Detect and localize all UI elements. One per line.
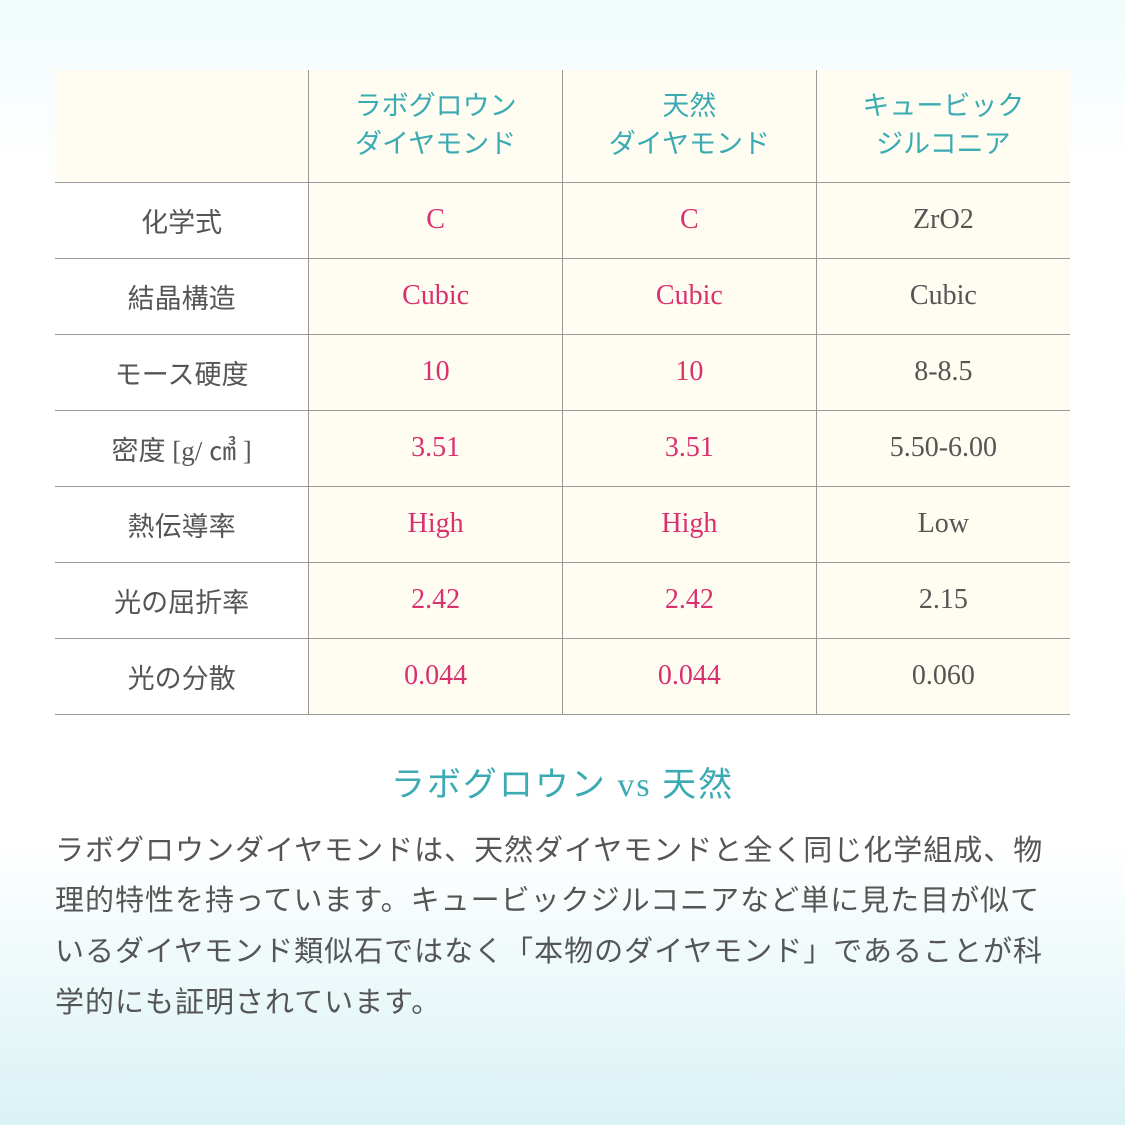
table-row: 光の分散 0.044 0.044 0.060 — [55, 638, 1070, 714]
cell-lab: High — [309, 486, 563, 562]
table-body: 化学式 C C ZrO2 結晶構造 Cubic Cubic Cubic モース硬… — [55, 182, 1070, 714]
cell-lab: Cubic — [309, 258, 563, 334]
cell-natural: 0.044 — [563, 638, 817, 714]
cell-natural: 3.51 — [563, 410, 817, 486]
comparison-table: ラボグロウンダイヤモンド 天然ダイヤモンド キュービックジルコニア 化学式 C … — [55, 70, 1070, 715]
cell-cz: 2.15 — [816, 562, 1070, 638]
row-label: 密度 [g/ ㎤ ] — [55, 410, 309, 486]
header-blank — [55, 70, 309, 182]
cell-natural: Cubic — [563, 258, 817, 334]
table-row: モース硬度 10 10 8-8.5 — [55, 334, 1070, 410]
cell-natural: 10 — [563, 334, 817, 410]
cell-natural: 2.42 — [563, 562, 817, 638]
table-row: 熱伝導率 High High Low — [55, 486, 1070, 562]
header-natural: 天然ダイヤモンド — [563, 70, 817, 182]
section-title: ラボグロウン vs 天然 — [55, 757, 1070, 806]
header-cz: キュービックジルコニア — [816, 70, 1070, 182]
cell-cz: Cubic — [816, 258, 1070, 334]
cell-lab: 3.51 — [309, 410, 563, 486]
table-row: 化学式 C C ZrO2 — [55, 182, 1070, 258]
cell-cz: ZrO2 — [816, 182, 1070, 258]
cell-lab: 10 — [309, 334, 563, 410]
section-body: ラボグロウンダイヤモンドは、天然ダイヤモンドと全く同じ化学組成、物理的特性を持っ… — [55, 826, 1070, 1029]
table-row: 結晶構造 Cubic Cubic Cubic — [55, 258, 1070, 334]
cell-lab: 0.044 — [309, 638, 563, 714]
row-label: 光の分散 — [55, 638, 309, 714]
row-label: 化学式 — [55, 182, 309, 258]
table-header-row: ラボグロウンダイヤモンド 天然ダイヤモンド キュービックジルコニア — [55, 70, 1070, 182]
cell-cz: Low — [816, 486, 1070, 562]
cell-cz: 8-8.5 — [816, 334, 1070, 410]
row-label: 光の屈折率 — [55, 562, 309, 638]
header-lab: ラボグロウンダイヤモンド — [309, 70, 563, 182]
title-post: 天然 — [652, 767, 735, 804]
cell-cz: 5.50-6.00 — [816, 410, 1070, 486]
cell-lab: 2.42 — [309, 562, 563, 638]
cell-cz: 0.060 — [816, 638, 1070, 714]
title-pre: ラボグロウン — [391, 767, 618, 804]
table-row: 密度 [g/ ㎤ ] 3.51 3.51 5.50-6.00 — [55, 410, 1070, 486]
row-label: モース硬度 — [55, 334, 309, 410]
cell-natural: High — [563, 486, 817, 562]
title-vs: vs — [617, 767, 651, 804]
cell-lab: C — [309, 182, 563, 258]
row-label: 熱伝導率 — [55, 486, 309, 562]
row-label: 結晶構造 — [55, 258, 309, 334]
table-row: 光の屈折率 2.42 2.42 2.15 — [55, 562, 1070, 638]
cell-natural: C — [563, 182, 817, 258]
